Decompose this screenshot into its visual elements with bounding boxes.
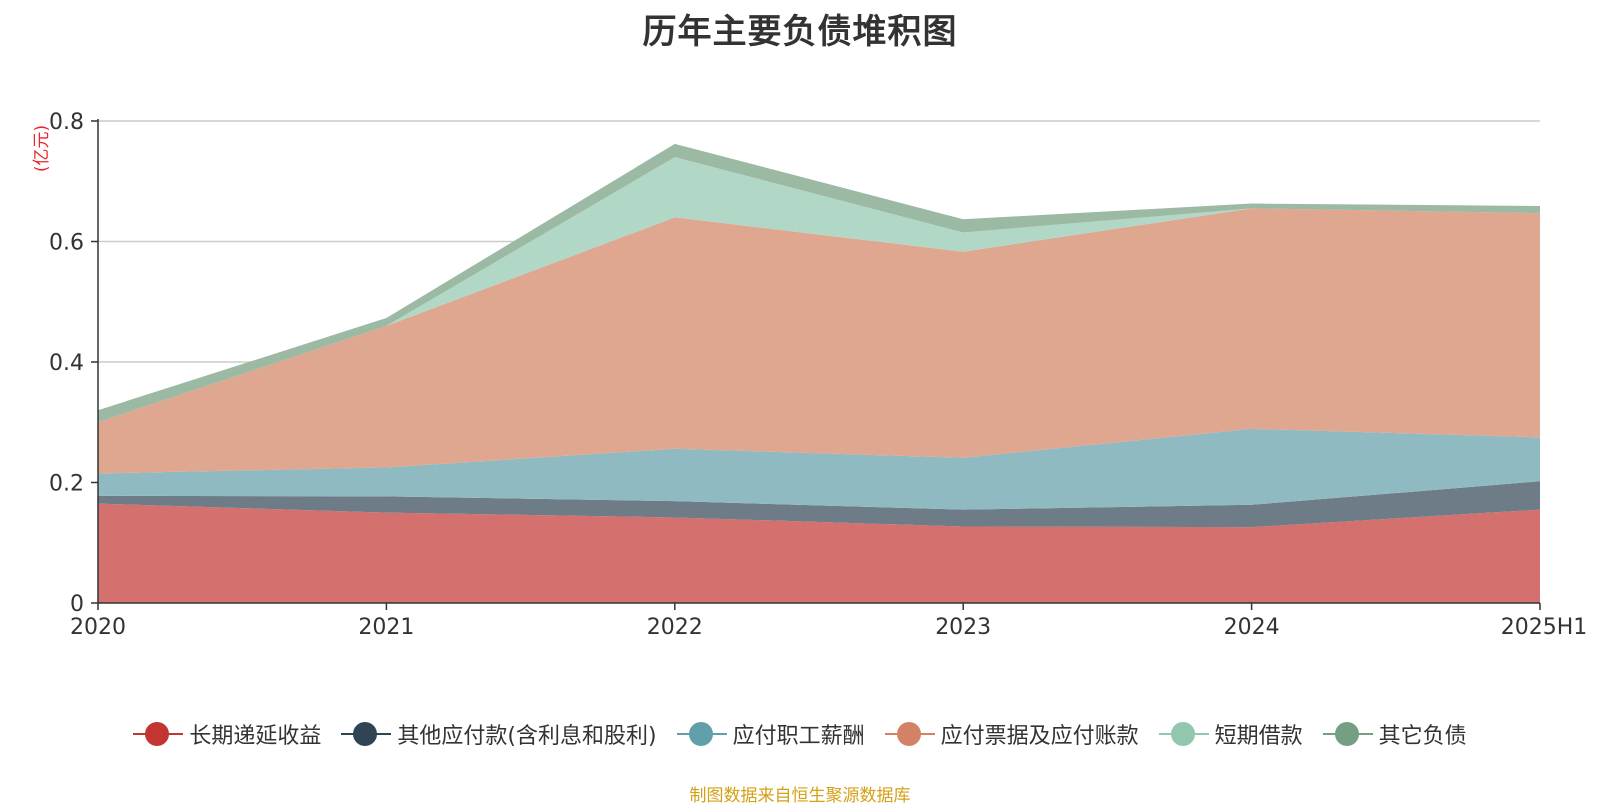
legend-label: 其它负债	[1378, 724, 1467, 749]
legend-label: 应付职工薪酬	[732, 724, 865, 749]
legend-marker-icon	[133, 720, 184, 748]
x-tick-label: 2022	[647, 615, 703, 640]
x-tick-label: 2023	[935, 615, 991, 640]
legend-item[interactable]: 其它负债	[1322, 718, 1467, 750]
legend-label: 应付票据及应付账款	[940, 724, 1139, 749]
y-tick-label: 0.6	[49, 231, 84, 256]
area-series-2	[98, 481, 1540, 528]
x-tick-label: 2020	[70, 615, 126, 640]
y-tick-label: 0.8	[49, 110, 84, 135]
area-series-3	[98, 428, 1540, 510]
x-tick-label: 2024	[1224, 615, 1280, 640]
legend-item[interactable]: 短期借款	[1158, 718, 1303, 750]
series-areas	[98, 143, 1540, 603]
legend-label: 其他应付款(含利息和股利)	[397, 724, 657, 749]
legend-item[interactable]: 长期递延收益	[133, 718, 321, 750]
y-tick-label: 0.4	[49, 351, 84, 376]
legend-marker-icon	[341, 720, 392, 748]
legend-item[interactable]: 应付职工薪酬	[676, 718, 865, 750]
x-tick-label: 2025H1	[1501, 615, 1588, 640]
y-tick-label: 0.2	[49, 472, 84, 497]
source-note: 制图数据来自恒生聚源数据库	[689, 786, 911, 806]
legend-marker-icon	[884, 720, 935, 748]
chart-legend: 长期递延收益 其他应付款(含利息和股利) 应付职工薪酬 应付票据及应付账款 短期借款 其它…	[0, 718, 1600, 750]
area-series-1	[98, 503, 1540, 603]
legend-label: 短期借款	[1214, 724, 1303, 749]
legend-label: 长期递延收益	[189, 724, 322, 749]
legend-item[interactable]: 其他应付款(含利息和股利)	[341, 718, 657, 750]
area-series-6	[98, 143, 1540, 423]
area-series-4	[98, 208, 1540, 474]
y-tick-label: 0	[70, 592, 84, 617]
chart-title: 历年主要负债堆积图	[642, 12, 958, 52]
area-series-5	[98, 157, 1540, 423]
axes	[91, 119, 1541, 610]
legend-marker-icon	[1158, 720, 1209, 748]
tick-labels: 0 0.2 0.4 0.6 0.8 2020 2021 2022 2023 2024 2025H1	[49, 110, 1587, 640]
legend-item[interactable]: 应付票据及应付账款	[884, 718, 1139, 750]
legend-marker-icon	[676, 720, 727, 748]
x-tick-label: 2021	[358, 615, 414, 640]
legend-marker-icon	[1322, 720, 1373, 748]
